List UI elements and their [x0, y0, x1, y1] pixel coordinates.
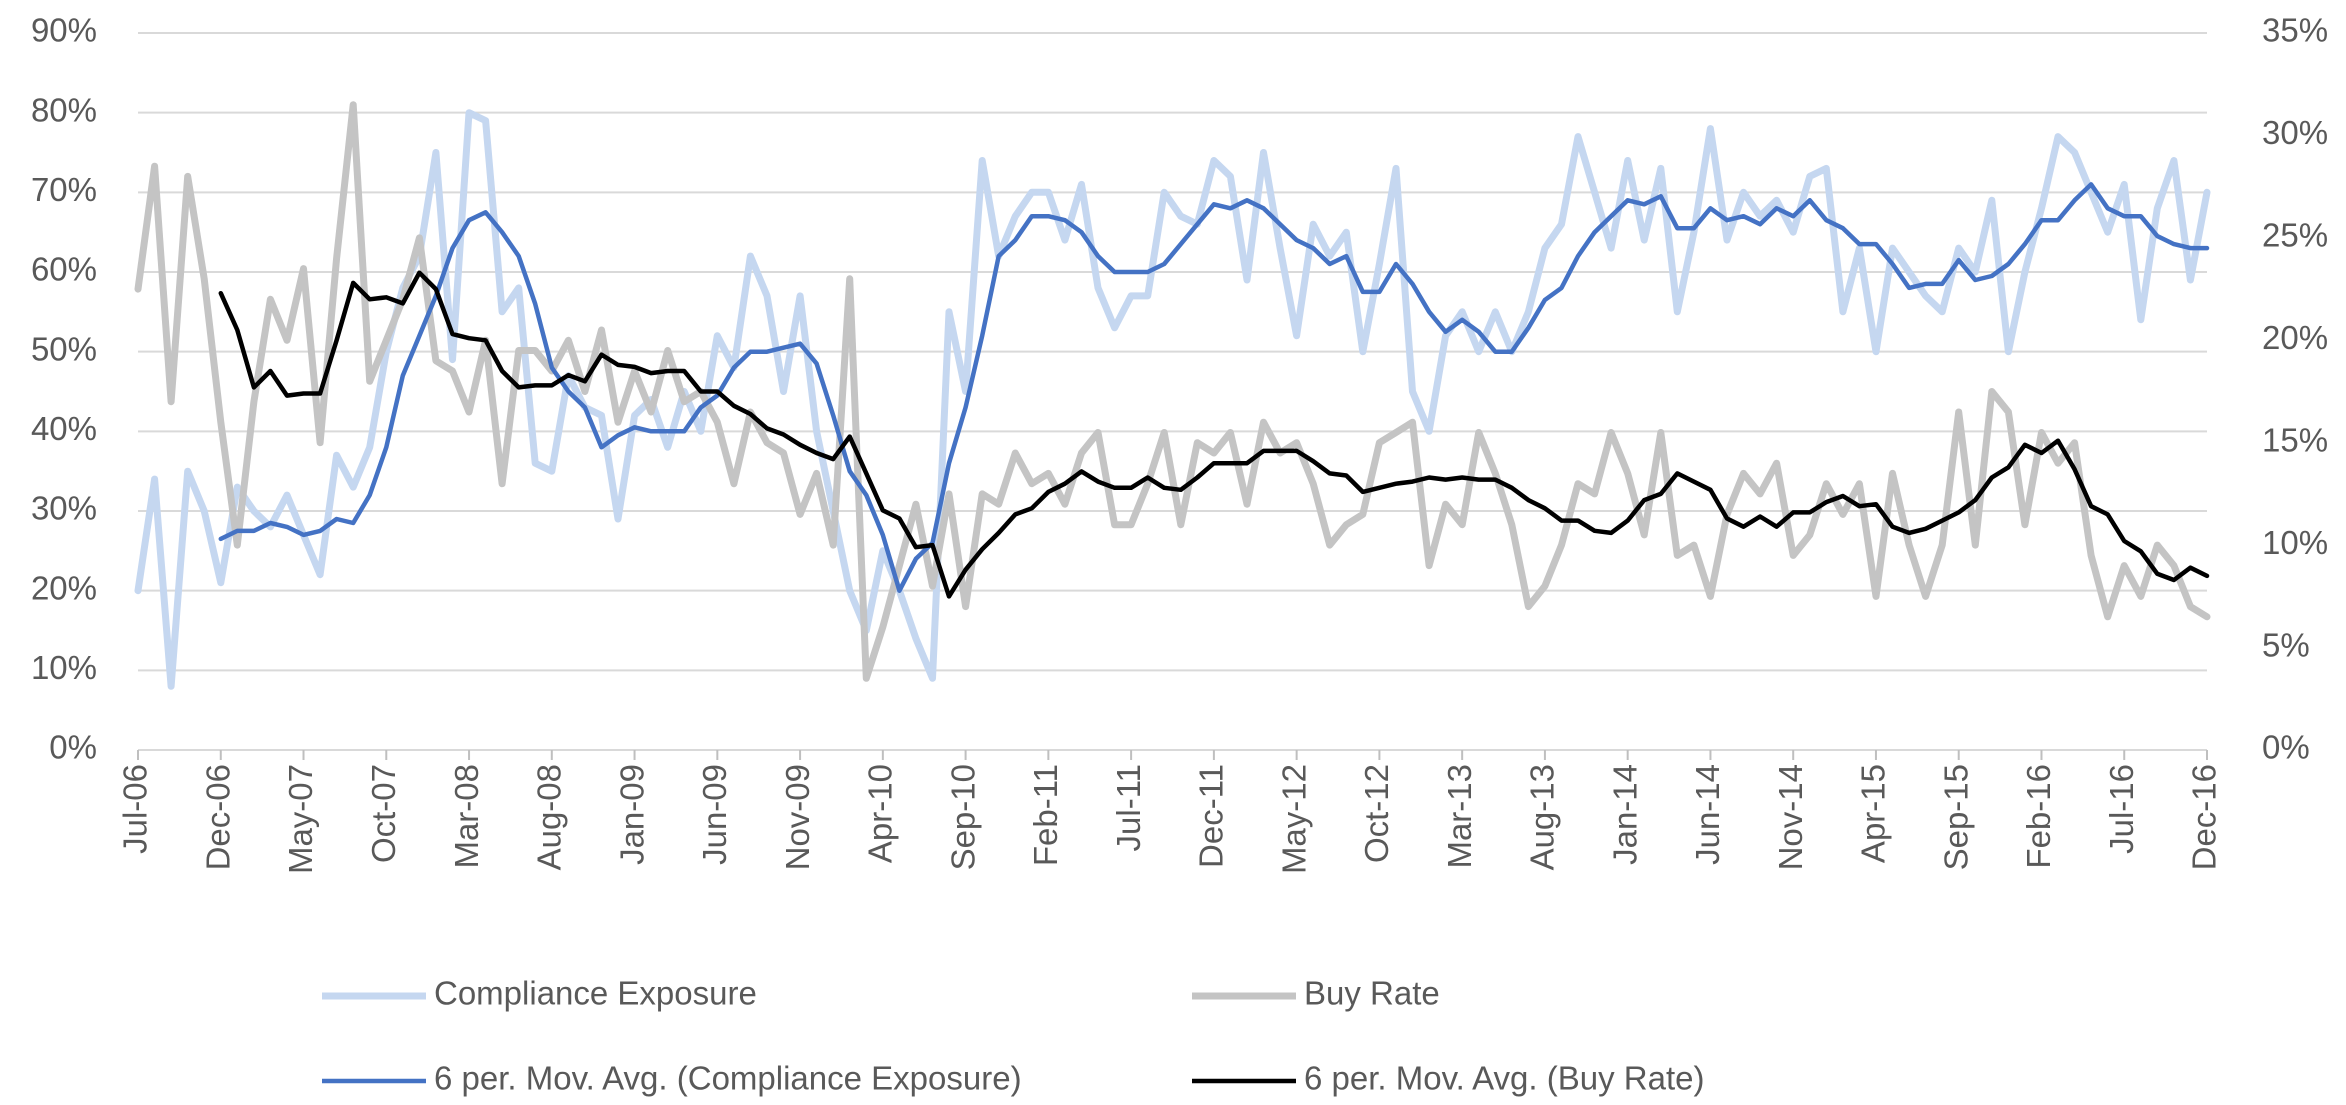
x-tick-label: Jan-14 [1606, 764, 1643, 865]
y-tick-label: 20% [31, 569, 97, 606]
x-tick-label: Dec-16 [2186, 764, 2223, 870]
y-tick-label: 60% [31, 251, 97, 288]
x-tick-label: May-12 [1275, 764, 1312, 874]
x-tick-label: Oct-12 [1358, 764, 1395, 863]
y2-tick-label: 20% [2262, 319, 2328, 356]
y-tick-label: 80% [31, 91, 97, 128]
y-tick-label: 0% [49, 729, 97, 766]
y-tick-label: 40% [31, 410, 97, 447]
y2-tick-label: 35% [2262, 12, 2328, 49]
legend-label: 6 per. Mov. Avg. (Buy Rate) [1304, 1060, 1704, 1097]
series-line [134, 101, 2211, 682]
x-tick-label: Mar-13 [1441, 764, 1478, 869]
x-tick-label: Mar-08 [448, 764, 485, 869]
x-tick-label: Dec-06 [199, 764, 236, 870]
y-tick-label: 10% [31, 649, 97, 686]
y-tick-label: 30% [31, 490, 97, 527]
series-line [218, 270, 2210, 599]
legend-label: 6 per. Mov. Avg. (Compliance Exposure) [434, 1060, 1022, 1097]
y2-tick-label: 25% [2262, 217, 2328, 254]
y2-tick-label: 0% [2262, 729, 2310, 766]
legend-label: Compliance Exposure [434, 975, 757, 1012]
y-tick-label: 90% [31, 12, 97, 49]
series-line [134, 109, 2211, 690]
x-tick-label: Nov-14 [1772, 764, 1809, 870]
series-line [218, 182, 2210, 593]
x-tick-label: May-07 [282, 764, 319, 874]
x-tick-label: Jul-06 [117, 764, 154, 854]
x-tick-label: Jul-11 [1110, 764, 1147, 851]
x-tick-label: Dec-11 [1193, 764, 1230, 868]
y-tick-label: 70% [31, 171, 97, 208]
x-tick-label: Feb-16 [2020, 764, 2057, 869]
x-tick-label: Feb-11 [1027, 764, 1064, 866]
x-tick-label: Oct-07 [365, 764, 402, 863]
x-tick-label: Jun-14 [1689, 764, 1726, 865]
x-tick-label: Jan-09 [613, 764, 650, 865]
x-tick-label: Jul-16 [2103, 764, 2140, 854]
x-tick-label: Nov-09 [779, 764, 816, 870]
y2-tick-label: 30% [2262, 114, 2328, 151]
y2-tick-label: 5% [2262, 626, 2310, 663]
y2-tick-label: 15% [2262, 421, 2328, 458]
y2-tick-label: 10% [2262, 524, 2328, 561]
x-tick-label: Aug-08 [531, 764, 568, 870]
y-tick-label: 50% [31, 330, 97, 367]
x-tick-label: Apr-15 [1855, 764, 1892, 863]
x-tick-label: Sep-15 [1937, 764, 1974, 870]
x-tick-label: Sep-10 [944, 764, 981, 870]
x-tick-label: Aug-13 [1524, 764, 1561, 870]
x-tick-label: Jun-09 [696, 764, 733, 865]
legend-label: Buy Rate [1304, 975, 1440, 1012]
x-tick-label: Apr-10 [862, 764, 899, 863]
